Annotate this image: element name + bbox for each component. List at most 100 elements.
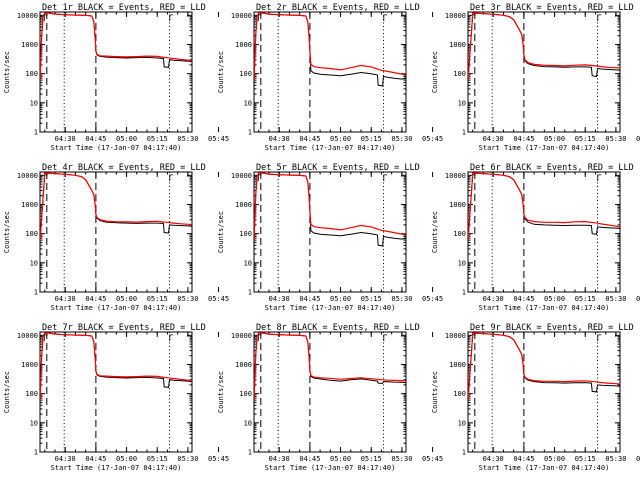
x-axis-label: Start Time (17-Jan-07 04:17:40) xyxy=(479,304,610,312)
x-axis-label: Start Time (17-Jan-07 04:17:40) xyxy=(51,304,182,312)
x-axis-label: Start Time (17-Jan-07 04:17:40) xyxy=(265,144,396,152)
corner-glyph-right: Γ xyxy=(596,174,601,184)
panel-det-5: Det 5r BLACK = Events, RED = LLD 1 10 100 10… xyxy=(217,163,443,312)
x-tick-label: 04:30 xyxy=(269,455,290,463)
y-tick-label: 10000 xyxy=(231,172,252,180)
y-tick-label: 100 xyxy=(25,390,38,398)
y-tick-label: 10 xyxy=(244,99,252,107)
x-tick-label: 05:00 xyxy=(544,135,565,143)
lld-curve xyxy=(40,12,192,81)
x-tick-label: 05:45 xyxy=(636,295,640,303)
y-tick-label: 100 xyxy=(239,230,252,238)
panel-title: Det 4r BLACK = Events, RED = LLD xyxy=(42,163,206,173)
corner-glyph-left: Γ xyxy=(43,14,48,24)
y-tick-label: 100 xyxy=(25,230,38,238)
y-tick-label: 10 xyxy=(30,259,38,267)
x-tick-label: 05:00 xyxy=(330,455,351,463)
x-tick-label: 05:00 xyxy=(330,295,351,303)
corner-glyph-left: Γ xyxy=(471,14,476,24)
y-tick-label: 10 xyxy=(458,419,466,427)
corner-glyph-right: Γ xyxy=(382,14,387,24)
x-tick-label: 05:30 xyxy=(391,455,412,463)
x-axis-label: Start Time (17-Jan-07 04:17:40) xyxy=(265,464,396,472)
x-tick-label: 04:45 xyxy=(85,295,106,303)
y-tick-label: 10000 xyxy=(17,332,38,340)
x-tick-label: 04:45 xyxy=(513,455,534,463)
y-tick-label: 10000 xyxy=(445,172,466,180)
y-tick-label: 1 xyxy=(34,129,38,137)
y-tick-label: 1000 xyxy=(21,41,38,49)
y-tick-label: 10000 xyxy=(17,12,38,20)
x-tick-label: 04:45 xyxy=(513,295,534,303)
x-tick-label: 05:00 xyxy=(116,455,137,463)
lld-curve xyxy=(254,12,406,81)
x-tick-label: 04:30 xyxy=(483,135,504,143)
y-tick-label: 1 xyxy=(34,289,38,297)
y-tick-label: 10000 xyxy=(231,12,252,20)
y-tick-label: 100 xyxy=(453,70,466,78)
x-tick-label: 05:30 xyxy=(605,455,626,463)
x-axis-label: Start Time (17-Jan-07 04:17:40) xyxy=(51,144,182,152)
y-tick-label: 10 xyxy=(458,99,466,107)
corner-glyph-left: Γ xyxy=(471,174,476,184)
panel-title: Det 6r BLACK = Events, RED = LLD xyxy=(470,163,634,173)
lld-curve xyxy=(40,332,192,401)
x-tick-label: 05:30 xyxy=(177,295,198,303)
y-tick-label: 10000 xyxy=(231,332,252,340)
x-tick-label: 04:45 xyxy=(85,455,106,463)
y-tick-label: 1000 xyxy=(449,201,466,209)
x-tick-label: 04:45 xyxy=(85,135,106,143)
x-tick-label: 05:45 xyxy=(636,135,640,143)
x-tick-label: 04:30 xyxy=(269,135,290,143)
corner-glyph-left: Γ xyxy=(43,174,48,184)
lld-curve xyxy=(468,12,620,81)
x-tick-label: 05:00 xyxy=(116,135,137,143)
x-tick-label: 05:15 xyxy=(361,135,382,143)
y-tick-label: 1 xyxy=(462,129,466,137)
x-tick-label: 04:45 xyxy=(299,295,320,303)
y-tick-label: 1000 xyxy=(21,361,38,369)
panel-det-6: Det 6r BLACK = Events, RED = LLD 1 10 100 10… xyxy=(431,163,640,312)
corner-glyph-right: Γ xyxy=(596,334,601,344)
corner-glyph-right: Γ xyxy=(596,14,601,24)
panel-title: Det 2r BLACK = Events, RED = LLD xyxy=(256,3,420,13)
y-axis-label: Counts/sec xyxy=(3,211,11,253)
y-tick-label: 100 xyxy=(25,70,38,78)
x-tick-label: 05:00 xyxy=(116,295,137,303)
x-tick-label: 04:30 xyxy=(483,295,504,303)
y-tick-label: 1000 xyxy=(235,201,252,209)
y-tick-label: 1 xyxy=(248,289,252,297)
x-tick-label: 04:30 xyxy=(269,295,290,303)
x-axis-label: Start Time (17-Jan-07 04:17:40) xyxy=(265,304,396,312)
panel-title: Det 1r BLACK = Events, RED = LLD xyxy=(42,3,206,13)
corner-glyph-left: Γ xyxy=(257,14,262,24)
x-tick-label: 05:30 xyxy=(177,455,198,463)
y-tick-label: 1 xyxy=(462,289,466,297)
x-tick-label: 05:30 xyxy=(391,295,412,303)
y-tick-label: 10 xyxy=(30,99,38,107)
y-tick-label: 100 xyxy=(239,70,252,78)
x-tick-label: 05:45 xyxy=(422,135,443,143)
corner-glyph-left: Γ xyxy=(257,174,262,184)
y-tick-label: 10 xyxy=(30,419,38,427)
x-axis-label: Start Time (17-Jan-07 04:17:40) xyxy=(479,464,610,472)
lld-curve xyxy=(468,332,620,401)
x-tick-label: 05:00 xyxy=(330,135,351,143)
x-tick-label: 05:45 xyxy=(208,455,229,463)
x-tick-label: 05:00 xyxy=(544,455,565,463)
x-tick-label: 04:30 xyxy=(55,295,76,303)
x-tick-label: 05:30 xyxy=(605,295,626,303)
y-tick-label: 100 xyxy=(453,390,466,398)
x-tick-label: 05:00 xyxy=(544,295,565,303)
x-tick-label: 05:45 xyxy=(422,455,443,463)
x-tick-label: 05:15 xyxy=(147,295,168,303)
corner-glyph-left: Γ xyxy=(471,334,476,344)
y-axis-label: Counts/sec xyxy=(3,51,11,93)
x-tick-label: 05:15 xyxy=(575,295,596,303)
y-axis-label: Counts/sec xyxy=(217,51,225,93)
y-tick-label: 10000 xyxy=(445,12,466,20)
lld-curve xyxy=(254,172,406,241)
x-tick-label: 05:15 xyxy=(147,455,168,463)
panel-title: Det 3r BLACK = Events, RED = LLD xyxy=(470,3,634,13)
